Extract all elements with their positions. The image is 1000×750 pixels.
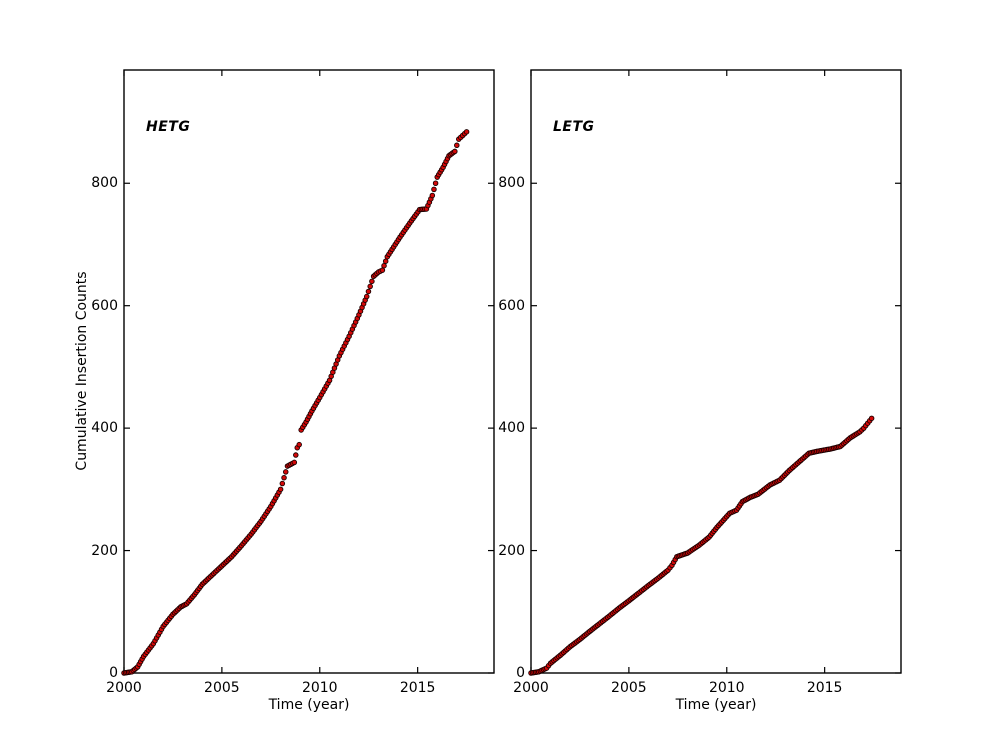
letg-y-tick-label: 0 bbox=[516, 665, 525, 681]
letg-axes-spines bbox=[530, 69, 902, 674]
letg-y-tick-label: 600 bbox=[498, 297, 525, 314]
letg-data-series bbox=[528, 415, 875, 676]
hetg-data-series bbox=[121, 129, 470, 676]
hetg-ticks bbox=[123, 70, 494, 674]
letg-y-tick-label: 200 bbox=[498, 542, 525, 559]
hetg-x-axis-label: Time (year) bbox=[268, 697, 350, 713]
hetg-y-tick-label: 400 bbox=[91, 420, 118, 437]
letg-x-tick-label: 2015 bbox=[806, 680, 843, 696]
hetg-y-tick-label: 800 bbox=[91, 175, 118, 192]
letg-y-tick-label: 800 bbox=[498, 175, 525, 192]
hetg-y-tick-label: 200 bbox=[91, 542, 118, 559]
letg-x-tick-label: 2000 bbox=[513, 680, 549, 696]
letg-x-tick-label: 2005 bbox=[611, 680, 647, 696]
hetg-x-tick-label: 2005 bbox=[204, 680, 240, 696]
hetg-y-tick-label: 600 bbox=[91, 297, 118, 314]
hetg-axes-spines bbox=[123, 69, 495, 674]
hetg-x-tick-label: 2010 bbox=[301, 680, 338, 696]
letg-plot-title: LETG bbox=[553, 119, 595, 135]
hetg-x-tick-label: 2015 bbox=[399, 680, 436, 696]
letg-x-tick-label: 2010 bbox=[708, 680, 745, 696]
letg-y-tick-label: 400 bbox=[498, 420, 525, 437]
hetg-plot-title: HETG bbox=[146, 119, 191, 135]
letg-ticks bbox=[530, 70, 901, 674]
hetg-x-tick-label: 2000 bbox=[106, 680, 142, 696]
y-axis-label: Cumulative Insertion Counts bbox=[74, 271, 90, 471]
letg-x-axis-label: Time (year) bbox=[675, 697, 757, 713]
hetg-y-tick-label: 0 bbox=[109, 665, 118, 681]
